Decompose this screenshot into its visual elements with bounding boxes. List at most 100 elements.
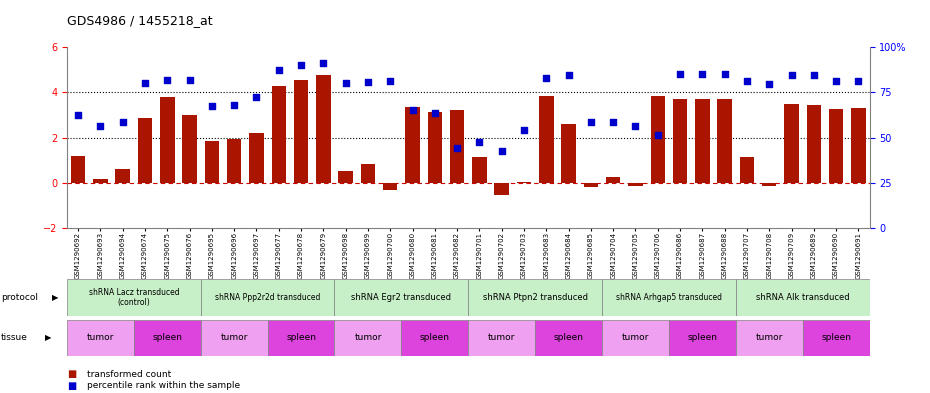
Point bbox=[339, 80, 353, 86]
Bar bbox=[115, 169, 130, 183]
Bar bbox=[517, 182, 531, 183]
Bar bbox=[428, 112, 442, 183]
Point bbox=[806, 72, 821, 79]
Text: shRNA Alk transduced: shRNA Alk transduced bbox=[756, 293, 849, 302]
Bar bbox=[806, 105, 821, 183]
Bar bbox=[71, 156, 86, 183]
Text: tumor: tumor bbox=[622, 334, 649, 342]
Point bbox=[138, 80, 153, 86]
Text: percentile rank within the sample: percentile rank within the sample bbox=[87, 382, 241, 390]
Point bbox=[205, 103, 219, 109]
Point bbox=[383, 78, 398, 84]
Bar bbox=[138, 118, 153, 183]
Bar bbox=[602, 279, 736, 316]
Text: GDS4986 / 1455218_at: GDS4986 / 1455218_at bbox=[67, 15, 213, 28]
Point bbox=[494, 148, 509, 154]
Point bbox=[472, 139, 486, 145]
Bar bbox=[201, 279, 335, 316]
Point bbox=[249, 94, 264, 100]
Point bbox=[450, 145, 465, 151]
Text: shRNA Ppp2r2d transduced: shRNA Ppp2r2d transduced bbox=[215, 293, 320, 302]
Bar bbox=[602, 320, 669, 356]
Bar bbox=[535, 320, 602, 356]
Bar bbox=[469, 320, 535, 356]
Text: spleen: spleen bbox=[286, 334, 316, 342]
Bar bbox=[672, 99, 687, 183]
Point bbox=[829, 78, 844, 84]
Point bbox=[294, 62, 309, 68]
Point bbox=[628, 123, 643, 129]
Bar bbox=[829, 109, 844, 183]
Bar bbox=[450, 110, 464, 183]
Text: spleen: spleen bbox=[821, 334, 851, 342]
Text: shRNA Egr2 transduced: shRNA Egr2 transduced bbox=[352, 293, 451, 302]
Bar bbox=[539, 96, 553, 183]
Bar bbox=[272, 86, 286, 183]
Bar bbox=[316, 75, 330, 183]
Bar bbox=[227, 139, 242, 183]
Bar bbox=[650, 96, 665, 183]
Bar bbox=[695, 99, 710, 183]
Bar bbox=[495, 183, 509, 195]
Bar bbox=[736, 279, 870, 316]
Bar bbox=[469, 279, 602, 316]
Bar bbox=[67, 320, 134, 356]
Text: tumor: tumor bbox=[755, 334, 783, 342]
Text: shRNA Lacz transduced
(control): shRNA Lacz transduced (control) bbox=[88, 288, 179, 307]
Bar bbox=[361, 163, 375, 183]
Text: tumor: tumor bbox=[86, 334, 114, 342]
Point bbox=[695, 71, 710, 77]
Bar bbox=[201, 320, 268, 356]
Bar bbox=[803, 320, 870, 356]
Bar bbox=[294, 80, 308, 183]
Bar bbox=[405, 107, 419, 183]
Bar bbox=[335, 279, 468, 316]
Point bbox=[182, 77, 197, 83]
Text: ▶: ▶ bbox=[52, 293, 59, 302]
Point bbox=[605, 119, 620, 125]
Point bbox=[650, 132, 665, 138]
Bar bbox=[182, 115, 197, 183]
Point bbox=[784, 72, 799, 79]
Text: tissue: tissue bbox=[1, 334, 28, 342]
Bar bbox=[67, 279, 201, 316]
Bar bbox=[669, 320, 736, 356]
Point bbox=[851, 78, 866, 84]
Point bbox=[227, 102, 242, 108]
Bar bbox=[736, 320, 803, 356]
Text: tumor: tumor bbox=[220, 334, 248, 342]
Point bbox=[272, 67, 286, 73]
Text: spleen: spleen bbox=[153, 334, 182, 342]
Point bbox=[160, 77, 175, 83]
Point bbox=[717, 71, 732, 77]
Bar bbox=[606, 177, 620, 183]
Bar bbox=[562, 124, 576, 183]
Point bbox=[583, 119, 598, 125]
Point bbox=[115, 119, 130, 125]
Bar bbox=[383, 183, 397, 189]
Text: protocol: protocol bbox=[1, 293, 38, 302]
Point bbox=[361, 79, 376, 85]
Text: ▶: ▶ bbox=[45, 334, 51, 342]
Text: transformed count: transformed count bbox=[87, 370, 172, 378]
Point bbox=[516, 127, 531, 133]
Bar bbox=[472, 157, 486, 183]
Point bbox=[93, 123, 108, 129]
Point bbox=[428, 110, 443, 116]
Bar bbox=[762, 183, 777, 186]
Bar bbox=[249, 133, 264, 183]
Text: tumor: tumor bbox=[488, 334, 515, 342]
Bar bbox=[784, 104, 799, 183]
Point bbox=[405, 107, 420, 114]
Bar bbox=[584, 183, 598, 187]
Text: spleen: spleen bbox=[419, 334, 450, 342]
Point bbox=[762, 81, 777, 88]
Bar bbox=[629, 183, 643, 186]
Bar bbox=[335, 320, 402, 356]
Point bbox=[739, 78, 754, 84]
Point bbox=[672, 71, 687, 77]
Bar bbox=[160, 97, 175, 183]
Text: ■: ■ bbox=[67, 369, 76, 379]
Text: spleen: spleen bbox=[553, 334, 584, 342]
Bar bbox=[402, 320, 468, 356]
